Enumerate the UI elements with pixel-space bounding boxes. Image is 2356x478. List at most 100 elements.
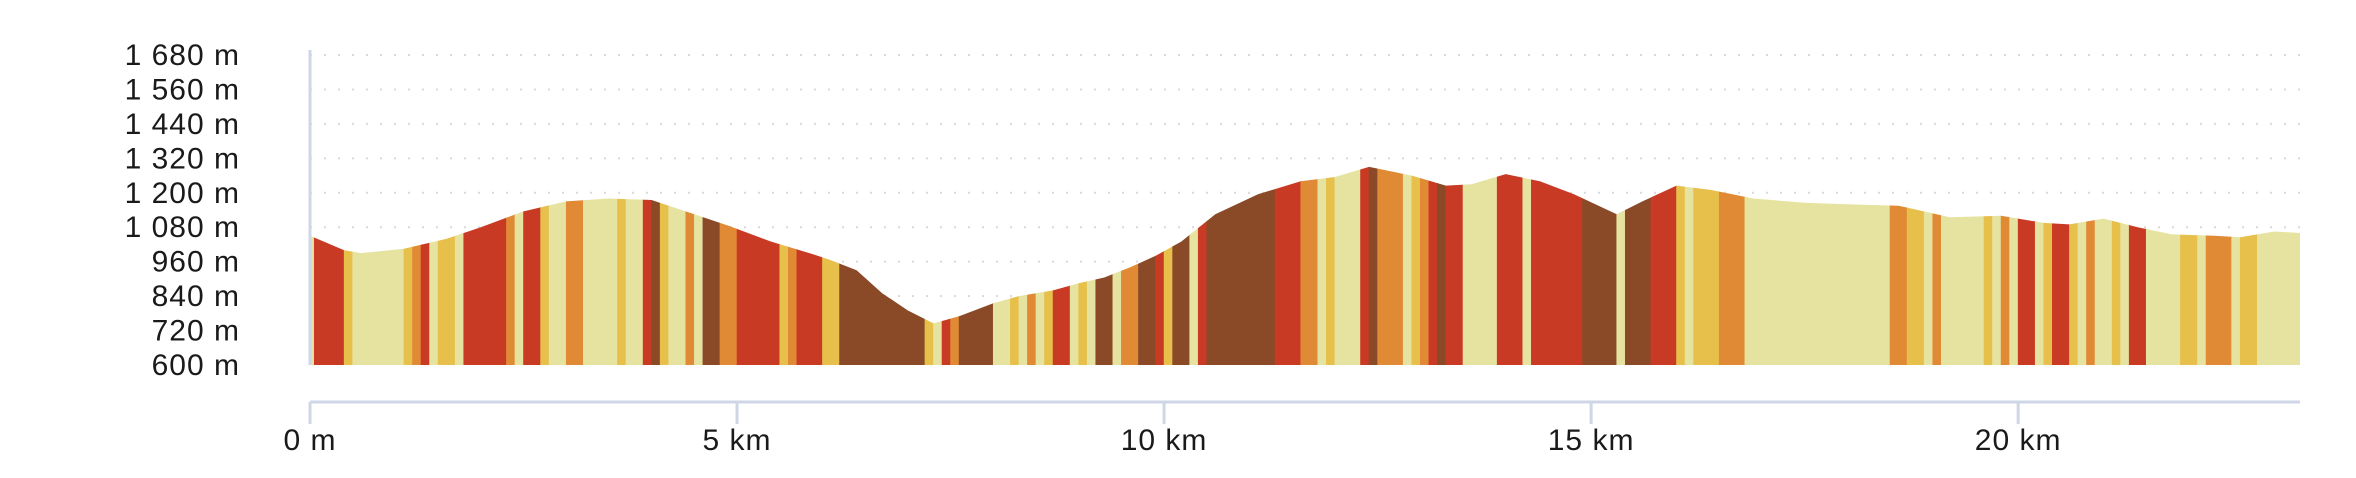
y-tick-label: 600 m <box>152 349 240 382</box>
profile-segment <box>651 166 661 365</box>
profile-segment <box>2009 166 2019 365</box>
profile-segment <box>1300 166 1319 365</box>
profile-segment <box>2180 166 2198 365</box>
profile-segment <box>1163 166 1173 365</box>
profile-segment <box>668 166 687 365</box>
profile-segment <box>933 166 943 365</box>
profile-segment <box>2145 166 2181 365</box>
profile-segment <box>1206 166 1276 365</box>
profile-segment <box>565 166 584 365</box>
profile-segment <box>2034 166 2045 365</box>
profile-segment <box>1172 166 1190 365</box>
y-tick-label: 1 440 m <box>125 108 240 141</box>
profile-segment <box>2052 166 2070 365</box>
profile-segment <box>1189 166 1199 365</box>
profile-segment <box>548 166 567 365</box>
profile-segment <box>1462 166 1498 365</box>
profile-segment <box>343 166 354 365</box>
profile-segment <box>1889 166 1908 365</box>
profile-segment <box>1582 166 1618 365</box>
profile-segment <box>583 166 618 365</box>
profile-segment <box>1334 166 1361 365</box>
profile-segment <box>1402 166 1413 365</box>
profile-segment <box>1086 166 1097 365</box>
profile-segment <box>719 166 738 365</box>
profile-segment <box>403 166 413 365</box>
profile-segment <box>779 166 789 365</box>
profile-segment <box>1616 166 1626 365</box>
profile-segment <box>454 166 465 365</box>
profile-segment <box>1121 166 1139 365</box>
profile-segment <box>523 166 541 365</box>
profile-segment <box>2069 166 2079 365</box>
profile-segment <box>702 166 721 365</box>
profile-segment <box>839 166 926 365</box>
y-tick-label: 1 560 m <box>125 73 240 106</box>
profile-segment <box>617 166 627 365</box>
y-tick-label: 1 200 m <box>125 177 240 210</box>
profile-segment <box>1138 166 1156 365</box>
x-tick-label: 15 km <box>1548 424 1635 457</box>
profile-segment <box>625 166 644 365</box>
profile-segment <box>310 166 315 365</box>
profile-segment <box>540 166 550 365</box>
profile-segment <box>2256 166 2300 365</box>
profile-segment <box>1531 166 1583 365</box>
profile-segment <box>1923 166 1934 365</box>
profile-segment <box>958 166 994 365</box>
profile-segment <box>1035 166 1045 365</box>
profile-segment <box>1744 166 1754 365</box>
profile-segments <box>310 166 2300 365</box>
x-tick-label: 0 m <box>283 424 336 457</box>
y-tick-label: 1 080 m <box>125 211 240 244</box>
profile-segment <box>1274 166 1302 365</box>
profile-segment <box>642 166 652 365</box>
profile-segment <box>1018 166 1028 365</box>
profile-segment <box>2017 166 2036 365</box>
profile-segment <box>1317 166 1327 365</box>
x-tick-label: 10 km <box>1121 424 1208 457</box>
profile-segment <box>506 166 516 365</box>
profile-segment <box>950 166 960 365</box>
profile-segment <box>1411 166 1421 365</box>
profile-segment <box>1496 166 1524 365</box>
profile-segment <box>2239 166 2258 365</box>
profile-segment <box>1693 166 1720 365</box>
profile-segment <box>1360 166 1370 365</box>
profile-segment <box>1052 166 1071 365</box>
profile-segment <box>1326 166 1336 365</box>
profile-segment <box>1445 166 1464 365</box>
profile-segment <box>2231 166 2241 365</box>
profile-segment <box>924 166 934 365</box>
profile-segment <box>313 166 345 365</box>
profile-segment <box>1522 166 1532 365</box>
profile-segment <box>822 166 840 365</box>
profile-segment <box>2086 166 2096 365</box>
profile-segment <box>1992 166 2002 365</box>
profile-segment <box>1095 166 1114 365</box>
profile-segment <box>1624 166 1652 365</box>
x-tick-label: 5 km <box>703 424 772 457</box>
profile-segment <box>2000 166 2010 365</box>
profile-segment <box>1377 166 1404 365</box>
profile-segment <box>2094 166 2113 365</box>
profile-segment <box>1027 166 1037 365</box>
profile-segment <box>659 166 670 365</box>
profile-segment <box>2077 166 2087 365</box>
y-tick-label: 1 680 m <box>125 39 240 72</box>
profile-segment <box>437 166 456 365</box>
profile-segment <box>420 166 430 365</box>
profile-segment <box>1078 166 1088 365</box>
y-tick-label: 960 m <box>152 246 240 279</box>
profile-segment <box>796 166 823 365</box>
profile-segment <box>514 166 524 365</box>
profile-segment <box>412 166 422 365</box>
profile-segment <box>2120 166 2130 365</box>
profile-segment <box>1676 166 1686 365</box>
profile-segment <box>2205 166 2232 365</box>
profile-segment <box>685 166 695 365</box>
profile-segment <box>1428 166 1438 365</box>
axes <box>308 50 2300 404</box>
